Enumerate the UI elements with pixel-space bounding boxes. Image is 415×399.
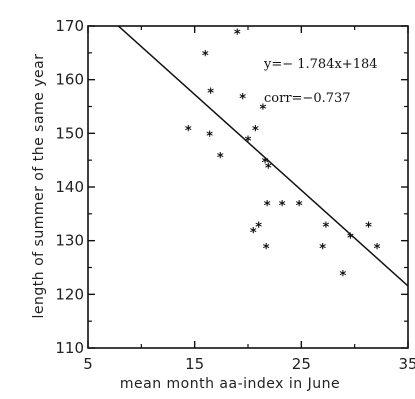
data-point: * [252,124,259,139]
data-point: * [374,242,381,257]
equation-annotation: y=− 1.784x+184 [263,57,378,72]
plot-area-frame [87,25,409,349]
x-tick-label: 25 [292,355,311,373]
data-point: * [202,49,209,64]
data-point: * [279,199,286,214]
y-axis-ticks: 110 120 130 140 150 160 170 [55,17,408,357]
data-point: * [319,242,326,257]
data-point: * [264,199,271,214]
data-point: * [239,92,246,107]
regression-line [117,26,408,287]
y-tick-label: 130 [55,232,84,250]
y-tick-label: 150 [55,124,84,142]
data-point: * [207,86,214,101]
regression-line-group [117,26,408,287]
x-axis-ticks: 5 15 25 35 [83,26,415,373]
data-point: * [217,151,224,166]
y-tick-label: 110 [55,339,84,357]
data-point: * [255,221,262,236]
x-tick-label: 15 [185,355,204,373]
data-point: * [265,162,272,177]
data-point: * [263,242,270,257]
y-tick-label: 120 [55,285,84,303]
y-tick-label: 140 [55,178,84,196]
y-tick-label: 160 [55,71,84,89]
data-point: * [250,226,257,241]
data-point: * [340,269,347,284]
x-tick-label: 5 [83,355,93,373]
data-point: * [260,103,267,118]
data-point: * [234,27,241,42]
data-point: * [296,199,303,214]
y-axis-label: length of summer of the same year [31,54,47,319]
data-points: ***************** ******* [185,27,381,284]
x-axis-label: mean month aa-index in June [120,376,340,392]
data-point: * [322,221,329,236]
correlation-annotation: corr=−0.737 [264,91,351,106]
y-tick-label: 170 [55,17,84,35]
data-point: * [245,135,252,150]
data-point: * [262,156,269,171]
data-point: * [365,221,372,236]
x-tick-label: 35 [398,355,415,373]
data-point: * [347,231,354,246]
data-point: * [185,124,192,139]
data-point: * [206,129,213,144]
